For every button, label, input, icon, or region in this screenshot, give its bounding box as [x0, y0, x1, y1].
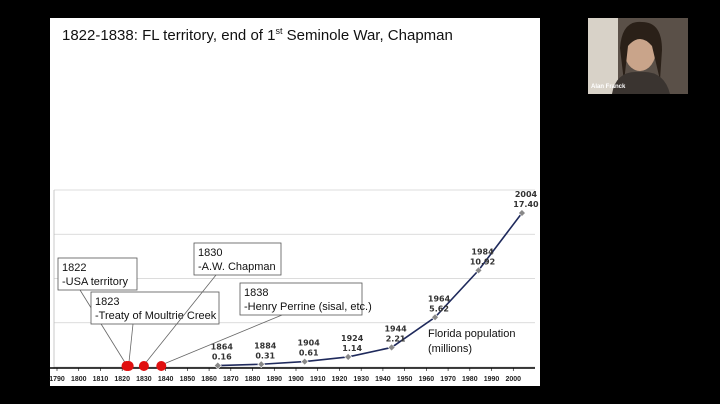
event-dot: [123, 361, 134, 371]
x-tick-label: 1820: [114, 376, 130, 383]
point-year: 1884: [254, 341, 277, 350]
callout-box: [57, 257, 138, 291]
point-year: 1964: [428, 294, 451, 303]
x-tick-label: 1910: [310, 376, 326, 383]
point-year: 1944: [384, 324, 407, 333]
event-year: 1823: [95, 296, 119, 308]
point: [431, 313, 439, 322]
x-tick-label: 1960: [419, 376, 435, 383]
point: [300, 357, 309, 366]
annotation: (millions): [428, 343, 472, 355]
x-tick-label: 1890: [266, 376, 282, 383]
event-text: -Henry Perrine (sisal, etc.): [244, 301, 372, 313]
event-dot: [138, 361, 149, 371]
point-value: 10.92: [470, 257, 495, 266]
point-value: 0.16: [212, 353, 232, 362]
x-tick-label: 1930: [353, 376, 369, 383]
x-tick-label: 1860: [201, 376, 217, 383]
point: [344, 352, 353, 361]
event-text: -USA territory: [62, 276, 129, 288]
callout-box: [90, 291, 220, 325]
x-tick-label: 1830: [136, 376, 152, 383]
event-dot: [156, 361, 167, 371]
x-tick-label: 1980: [462, 376, 478, 383]
x-tick-label: 1810: [93, 376, 109, 383]
x-tick-label: 1940: [375, 376, 391, 383]
population-line: [217, 212, 523, 367]
point-year: 2004: [515, 190, 538, 199]
x-tick-label: 1950: [397, 376, 413, 383]
callout-line: [128, 323, 134, 366]
point: [213, 361, 222, 370]
video-tile: Alan Franck: [588, 18, 688, 94]
x-tick-label: 2000: [505, 376, 521, 383]
callout-line: [79, 289, 127, 366]
x-tick-label: 1970: [440, 376, 456, 383]
point-year: 1984: [471, 247, 494, 256]
callout-line: [143, 274, 217, 366]
event-text: -Treaty of Moultrie Creek: [95, 310, 217, 322]
point-year: 1924: [341, 334, 364, 343]
x-tick-label: 1790: [49, 376, 65, 383]
point: [474, 266, 483, 275]
x-tick-label: 1920: [332, 376, 348, 383]
point-year: 1864: [211, 343, 234, 352]
x-tick-label: 1990: [484, 376, 500, 383]
point-value: 2.21: [386, 334, 406, 343]
event-text: -A.W. Chapman: [198, 261, 276, 273]
x-tick-label: 1800: [71, 376, 87, 383]
point: [257, 360, 266, 369]
callout-box: [193, 242, 282, 276]
x-tick-label: 1850: [180, 376, 196, 383]
x-tick-label: 1870: [223, 376, 239, 383]
point-value: 17.40: [513, 200, 539, 209]
event-year: 1838: [244, 287, 268, 299]
event-year: 1830: [198, 247, 222, 259]
point-value: 5.62: [429, 304, 449, 313]
annotation: Florida population: [428, 328, 515, 340]
participant-name: Alan Franck: [591, 84, 626, 90]
point-value: 0.31: [255, 351, 275, 360]
point-value: 1.14: [342, 344, 362, 353]
event-year: 1822: [62, 262, 86, 274]
point-value: 0.61: [299, 349, 319, 358]
slide: [50, 18, 540, 386]
x-tick-label: 1840: [158, 376, 174, 383]
callout-box: [239, 282, 363, 316]
point: [518, 209, 526, 217]
x-tick-label: 1880: [245, 376, 261, 383]
point: [387, 343, 396, 352]
x-tick-label: 1900: [288, 376, 304, 383]
slide-title: 1822-1838: FL territory, end of 1st Semi…: [62, 26, 453, 44]
point-year: 1904: [298, 339, 321, 348]
callout-line: [161, 314, 283, 366]
